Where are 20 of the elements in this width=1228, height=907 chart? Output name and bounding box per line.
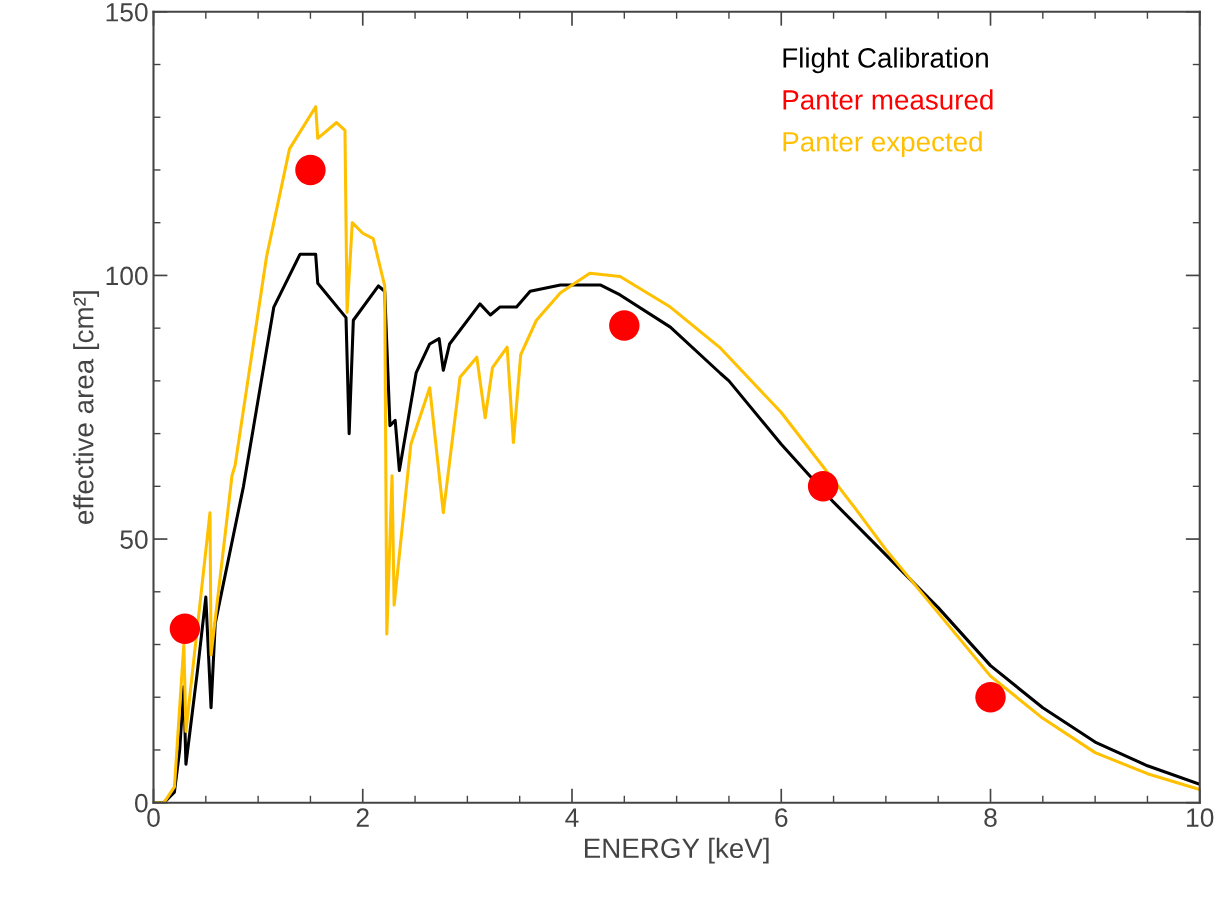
y-tick-label: 0	[135, 793, 148, 813]
y-tick-label: 150	[106, 2, 148, 22]
text: Flight Calibration	[783, 47, 988, 74]
point	[295, 154, 326, 186]
x-tick-label: 8	[984, 808, 997, 827]
x-tick-label: 0	[147, 808, 160, 827]
x-tick-label: 2	[356, 808, 369, 827]
text: Panter measured	[783, 89, 993, 110]
point	[975, 682, 1006, 713]
point	[609, 310, 640, 341]
point	[169, 613, 201, 644]
y-tick-label: 50	[120, 530, 148, 549]
x-tick-label: 6	[775, 808, 788, 827]
x-tick-label: 10	[1187, 808, 1214, 827]
y-axis-title: effective area [cm²]	[73, 291, 100, 524]
x-axis-title: ENERGY [keV]	[584, 837, 769, 864]
point	[807, 471, 839, 502]
text: Panter expected	[783, 131, 982, 158]
y-tick-label: 100	[106, 266, 148, 286]
x-tick-label: 4	[565, 808, 579, 827]
